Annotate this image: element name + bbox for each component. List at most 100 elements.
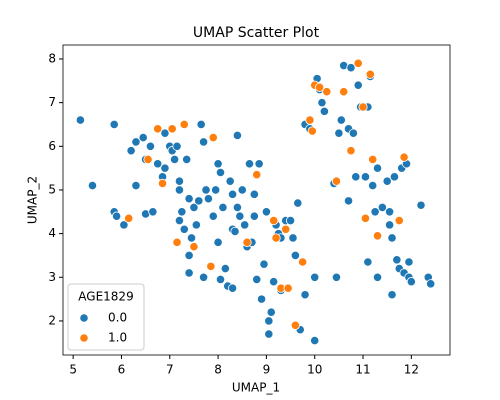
legend-box — [67, 283, 145, 351]
point — [203, 194, 214, 204]
point — [319, 106, 329, 116]
point — [249, 211, 259, 221]
y-tick-label: 2 — [48, 313, 56, 327]
point — [87, 180, 98, 191]
legend-title: AGE1829 — [78, 290, 133, 304]
point — [75, 115, 85, 125]
point — [363, 257, 373, 267]
point — [298, 257, 308, 267]
point — [331, 272, 342, 282]
x-tick-label: 9 — [263, 363, 271, 377]
point — [404, 257, 414, 267]
y-tick-label: 8 — [48, 51, 56, 65]
point — [252, 170, 262, 180]
point — [322, 87, 332, 97]
point — [285, 215, 296, 226]
point — [174, 215, 185, 226]
point — [249, 189, 259, 199]
y-tick-label: 5 — [48, 182, 56, 196]
point — [227, 283, 238, 293]
x-axis-label: UMAP_1 — [232, 381, 280, 395]
point — [288, 233, 298, 243]
point — [198, 137, 209, 147]
point — [406, 277, 416, 287]
point — [399, 152, 409, 162]
point — [314, 82, 325, 92]
point — [372, 231, 383, 241]
point — [348, 128, 358, 138]
point — [215, 167, 226, 178]
point — [172, 237, 182, 247]
y-axis-label: UMAP_2 — [26, 176, 40, 224]
legend-marker — [79, 333, 89, 343]
x-tick-label: 5 — [69, 363, 77, 377]
point — [198, 272, 209, 282]
point — [392, 255, 402, 265]
point — [290, 320, 300, 330]
point — [264, 316, 274, 326]
point — [343, 196, 354, 206]
point — [360, 213, 371, 223]
point — [387, 290, 397, 300]
point — [184, 250, 194, 261]
legend-label: 1.0 — [108, 331, 127, 345]
point — [372, 272, 383, 282]
point — [211, 185, 221, 195]
x-tick-label: 11 — [355, 363, 370, 377]
point — [213, 159, 223, 169]
point — [261, 207, 272, 217]
point — [353, 58, 363, 68]
y-tick-label: 6 — [48, 139, 56, 153]
point — [170, 154, 180, 164]
point — [346, 63, 356, 73]
point — [317, 98, 327, 108]
point — [368, 180, 378, 191]
point — [182, 154, 192, 164]
x-tick-label: 6 — [118, 363, 126, 377]
point — [385, 207, 395, 217]
point — [269, 215, 279, 226]
point — [358, 102, 368, 112]
y-tick-label: 4 — [48, 226, 56, 240]
point — [235, 211, 245, 221]
point — [305, 115, 315, 125]
point — [220, 263, 230, 274]
point — [389, 172, 400, 182]
point — [290, 250, 300, 261]
point — [201, 185, 211, 195]
legend-marker — [79, 313, 89, 323]
point — [252, 274, 262, 285]
point — [153, 159, 163, 169]
point — [240, 220, 250, 230]
point — [351, 172, 361, 182]
point — [167, 124, 177, 134]
point — [271, 233, 281, 243]
point — [266, 307, 276, 317]
point — [174, 185, 185, 195]
point — [394, 215, 404, 226]
point — [196, 119, 206, 130]
point — [254, 159, 264, 169]
point — [184, 268, 194, 278]
point — [126, 146, 136, 156]
point — [377, 202, 387, 213]
point — [172, 141, 182, 151]
point — [242, 237, 252, 247]
point — [310, 335, 320, 346]
point — [269, 277, 279, 287]
point — [256, 294, 267, 304]
point — [334, 128, 344, 138]
x-tick-label: 10 — [307, 363, 322, 377]
point — [232, 130, 243, 140]
point — [184, 194, 194, 204]
y-tick-label: 7 — [48, 95, 56, 109]
point — [157, 178, 168, 189]
point — [119, 220, 129, 230]
point — [416, 200, 426, 210]
point — [360, 172, 371, 182]
legend-label: 0.0 — [108, 311, 127, 325]
point — [179, 119, 189, 130]
point — [230, 226, 240, 237]
point — [382, 176, 392, 186]
